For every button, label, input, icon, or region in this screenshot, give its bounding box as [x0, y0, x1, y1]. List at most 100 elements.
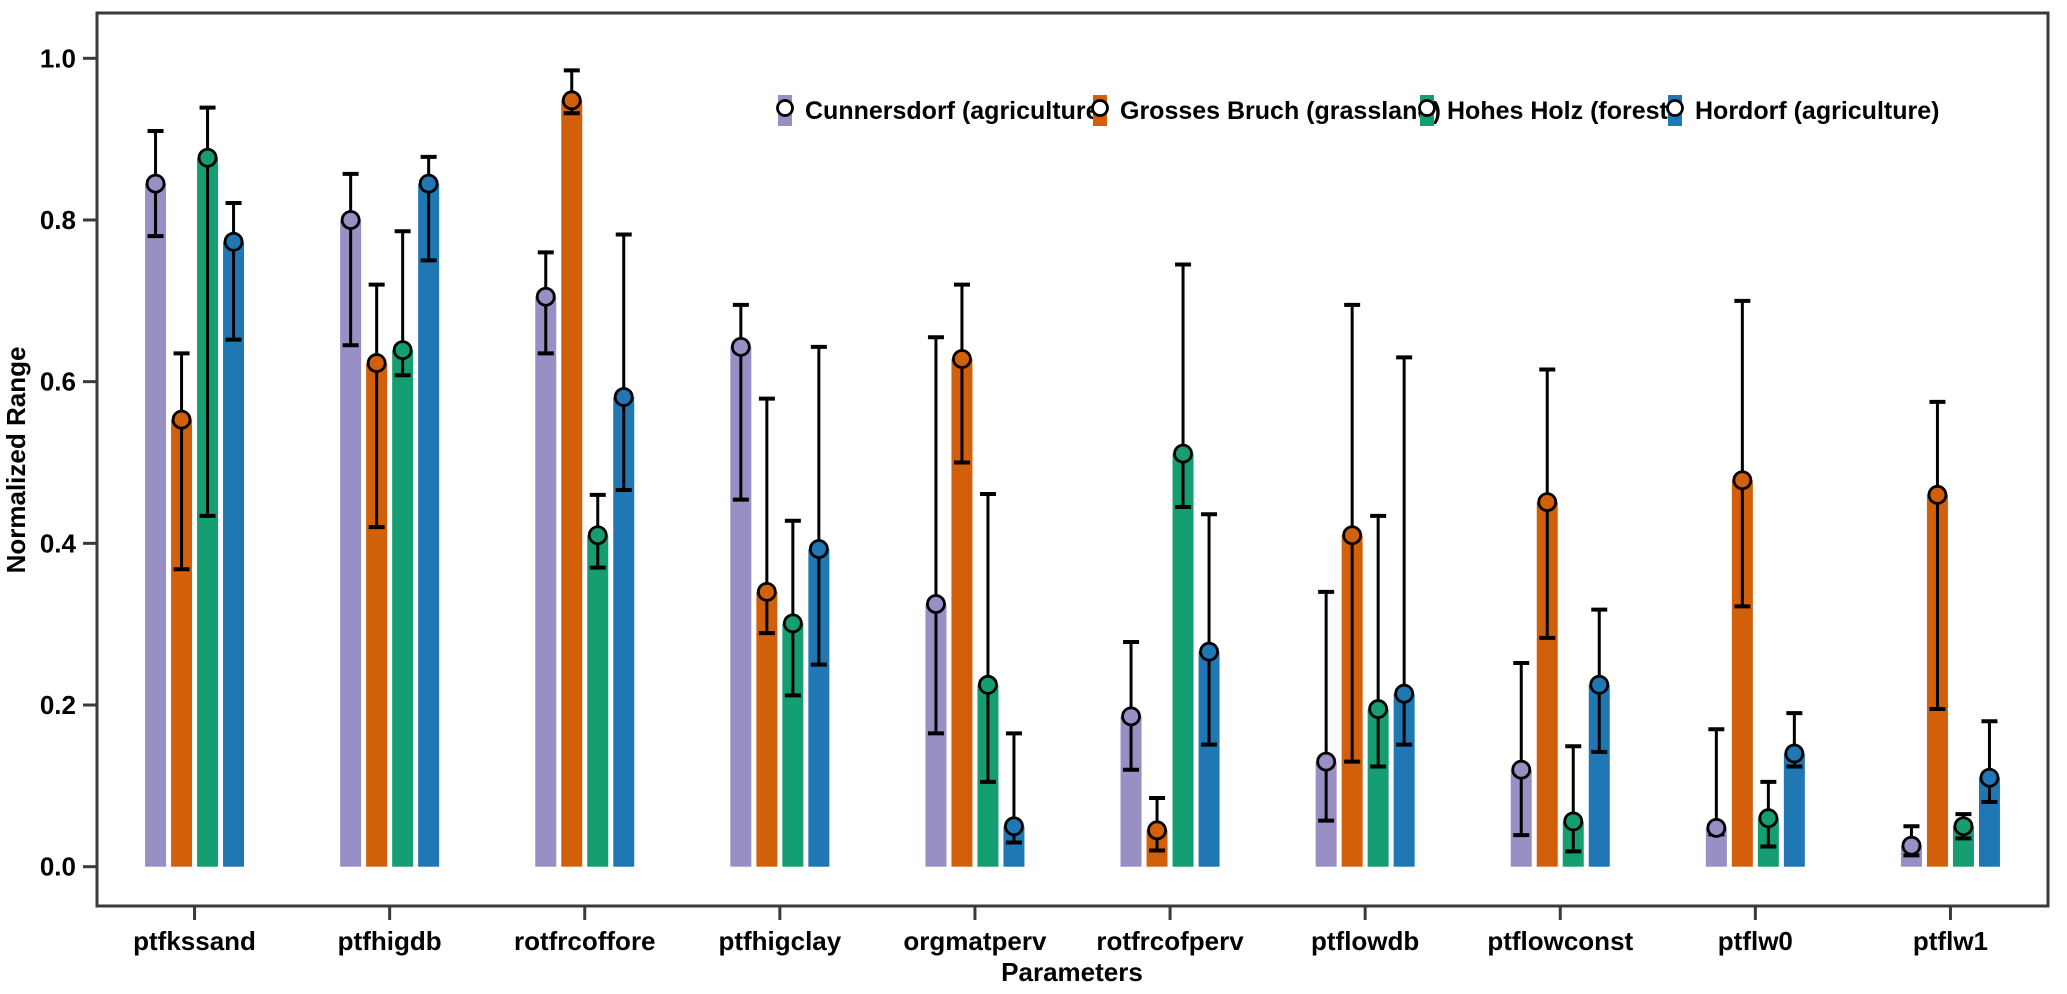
legend-marker-icon [1666, 99, 1684, 117]
legend-label: Cunnersdorf (agriculture) [805, 97, 1108, 125]
legend-marker-icon [1091, 99, 1109, 117]
x-tick-label: ptfhigclay [718, 926, 841, 956]
bar-top-marker [145, 173, 166, 194]
axis-ticks-layer: 0.0 0.2 0.4 0.6 0.8 1.0 ptfkssand ptfhigdb rotfr… [40, 43, 1988, 956]
y-tick-label: 0.4 [40, 528, 77, 558]
bar-orgmatperv-series4 [1003, 826, 1025, 867]
bar-top-marker [756, 581, 777, 602]
legend-marker-icon [776, 99, 794, 117]
x-tick-label: ptflowdb [1311, 926, 1419, 956]
bar-ptflw1-series4 [1978, 777, 2000, 867]
x-tick-label: ptflw1 [1913, 926, 1988, 956]
bar-rotfrcoffore-series2 [561, 100, 583, 867]
legend-label: Hohes Holz (forest) [1447, 97, 1676, 125]
bar-top-marker [1316, 751, 1337, 772]
y-tick-label: 0.8 [40, 205, 76, 235]
bar-ptfhigclay-series3 [782, 623, 804, 867]
bar-ptflowconst-series2 [1536, 502, 1558, 867]
y-tick-label: 0.2 [40, 690, 76, 720]
bar-top-marker [1953, 816, 1974, 837]
bar-rotfrcoffore-series3 [587, 535, 609, 867]
x-tick-label: rotfrcoffore [514, 926, 656, 956]
y-tick-label: 0.0 [40, 852, 76, 882]
x-tick-label: ptfkssand [133, 926, 256, 956]
bar-top-marker [535, 286, 556, 307]
y-axis-title: Normalized Range [1, 347, 31, 574]
bar-top-marker [340, 210, 361, 230]
legend-entry: Cunnersdorf (agriculture) [776, 95, 1108, 126]
x-tick-label: rotfrcofperv [1096, 926, 1244, 956]
bar-ptflw0-series1 [1705, 827, 1727, 867]
bar-top-marker [1173, 443, 1193, 464]
bar-top-marker [1342, 525, 1363, 546]
bars-layer [145, 100, 2000, 867]
bar-top-marker [1368, 699, 1389, 719]
y-tick-label: 1.0 [40, 43, 76, 73]
bar-top-marker [952, 349, 972, 369]
bar-rotfrcofperv-series3 [1172, 453, 1194, 867]
bar-top-marker [978, 674, 998, 695]
x-tick-label: orgmatperv [903, 926, 1047, 956]
legend-label: Grosses Bruch (grassland) [1120, 97, 1441, 125]
legend-marker-icon [1418, 99, 1436, 117]
legend-entry: Grosses Bruch (grassland) [1091, 95, 1441, 126]
bar-ptfkssand-series2 [171, 419, 193, 867]
bar-top-marker [366, 353, 387, 373]
bar-top-marker [561, 90, 582, 111]
bar-ptfhigclay-series2 [756, 591, 778, 867]
bar-ptflowconst-series4 [1588, 684, 1610, 867]
bar-top-marker [197, 147, 218, 168]
bar-top-marker [1563, 811, 1584, 832]
bar-top-marker [782, 613, 803, 634]
bar-rotfrcofperv-series1 [1120, 716, 1142, 867]
bar-rotfrcoffore-series4 [613, 397, 635, 867]
legend: Cunnersdorf (agriculture) Grosses Bruch (… [776, 95, 1939, 126]
x-tick-label: ptflowconst [1487, 926, 1633, 956]
legend-label: Hordorf (agriculture) [1695, 97, 1939, 125]
bar-top-marker [1511, 759, 1532, 780]
bar-top-marker [926, 594, 946, 614]
bar-ptfhigdb-series2 [366, 363, 388, 867]
bar-top-marker [1004, 816, 1024, 837]
bar-top-marker [1199, 641, 1219, 662]
bar-top-marker [171, 409, 192, 430]
legend-entry: Hordorf (agriculture) [1666, 95, 1939, 126]
bar-top-marker [418, 173, 439, 194]
plot-area-border [95, 11, 2050, 908]
bar-rotfrcofperv-series4 [1198, 651, 1220, 867]
bar-top-marker [1537, 492, 1558, 513]
bar-top-marker [613, 387, 634, 407]
bar-ptfhigdb-series4 [418, 183, 440, 867]
bar-ptfkssand-series4 [223, 241, 245, 867]
bar-rotfrcoffore-series1 [535, 296, 557, 867]
x-axis-title: Parameters [1001, 957, 1143, 987]
bar-top-marker [223, 231, 244, 252]
error-bars-layer [145, 68, 2000, 858]
bar-ptfkssand-series1 [145, 183, 167, 867]
bar-orgmatperv-series2 [951, 359, 973, 867]
bar-top-marker [587, 525, 608, 546]
bar-ptfhigdb-series1 [340, 219, 362, 867]
bar-top-marker [808, 539, 829, 559]
bar-top-marker [1927, 484, 1948, 505]
y-tick-label: 0.6 [40, 367, 76, 397]
bar-ptflowdb-series4 [1393, 693, 1415, 867]
bar-ptflw0-series2 [1731, 480, 1753, 867]
bar-top-marker [1784, 743, 1805, 764]
bar-top-marker [1589, 674, 1610, 695]
bar-top-marker [1706, 817, 1727, 838]
bar-top-marker [1979, 767, 2000, 788]
legend-entry: Hohes Holz (forest) [1418, 95, 1676, 126]
bar-top-marker [1901, 835, 1922, 856]
bar-top-marker [1758, 808, 1779, 829]
bar-top-marker [730, 336, 751, 357]
bar-top-marker [1121, 706, 1141, 727]
bar-ptfhigclay-series4 [808, 548, 830, 867]
bar-ptfhigdb-series3 [392, 350, 414, 867]
bar-ptflowdb-series3 [1367, 709, 1389, 867]
bar-top-marker [1732, 470, 1753, 491]
bar-top-marker [392, 340, 413, 361]
x-tick-label: ptfhigdb [338, 926, 442, 956]
bar-ptflw1-series3 [1952, 826, 1974, 867]
